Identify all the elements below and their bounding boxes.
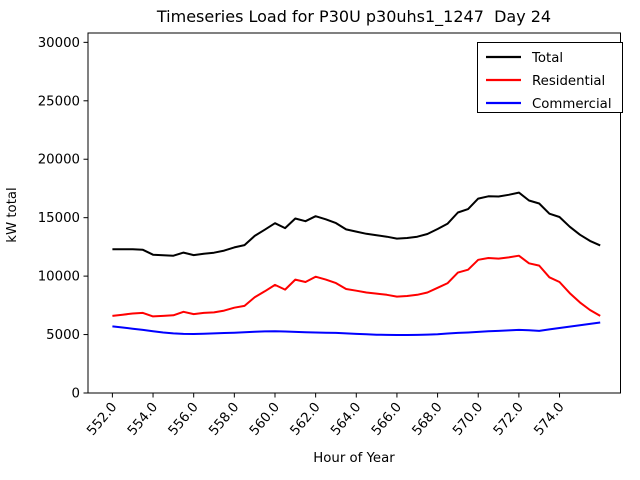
x-tick-label: 562.0 bbox=[288, 400, 324, 439]
x-tick-label: 572.0 bbox=[491, 400, 527, 439]
legend-label-total: Total bbox=[531, 51, 563, 66]
legend-box bbox=[477, 42, 623, 113]
y-axis-label: kW total bbox=[5, 187, 20, 242]
y-tick-label: 25000 bbox=[38, 94, 80, 109]
legend: Total Residential Commercial bbox=[477, 42, 623, 113]
legend-label-residential: Residential bbox=[532, 74, 605, 89]
x-tick-label: 558.0 bbox=[206, 400, 242, 439]
x-tick-label: 568.0 bbox=[410, 400, 446, 439]
x-tick-label: 560.0 bbox=[247, 400, 283, 439]
x-tick-label: 566.0 bbox=[369, 400, 405, 439]
x-axis-label: Hour of Year bbox=[313, 451, 395, 466]
y-tick-label: 15000 bbox=[38, 211, 80, 226]
x-tick-label: 564.0 bbox=[328, 400, 364, 439]
series-line-residential bbox=[112, 254, 601, 318]
y-tick-label: 5000 bbox=[46, 328, 80, 343]
chart-title: Timeseries Load for P30U p30uhs1_1247 Da… bbox=[156, 7, 551, 27]
y-tick-label: 10000 bbox=[38, 270, 80, 285]
y-tick-label: 20000 bbox=[38, 153, 80, 168]
x-tick-label: 556.0 bbox=[166, 400, 202, 439]
axes-frame bbox=[87, 32, 621, 394]
series-line-commercial bbox=[112, 321, 601, 336]
x-tick-label: 574.0 bbox=[532, 400, 568, 439]
x-tick-label: 552.0 bbox=[84, 400, 120, 439]
y-tick-label: 30000 bbox=[38, 36, 80, 51]
x-tick-label: 554.0 bbox=[125, 400, 161, 439]
legend-label-commercial: Commercial bbox=[532, 97, 612, 112]
y-tick-label: 0 bbox=[72, 387, 80, 402]
series-line-total bbox=[112, 191, 601, 257]
x-tick-label: 570.0 bbox=[450, 400, 486, 439]
